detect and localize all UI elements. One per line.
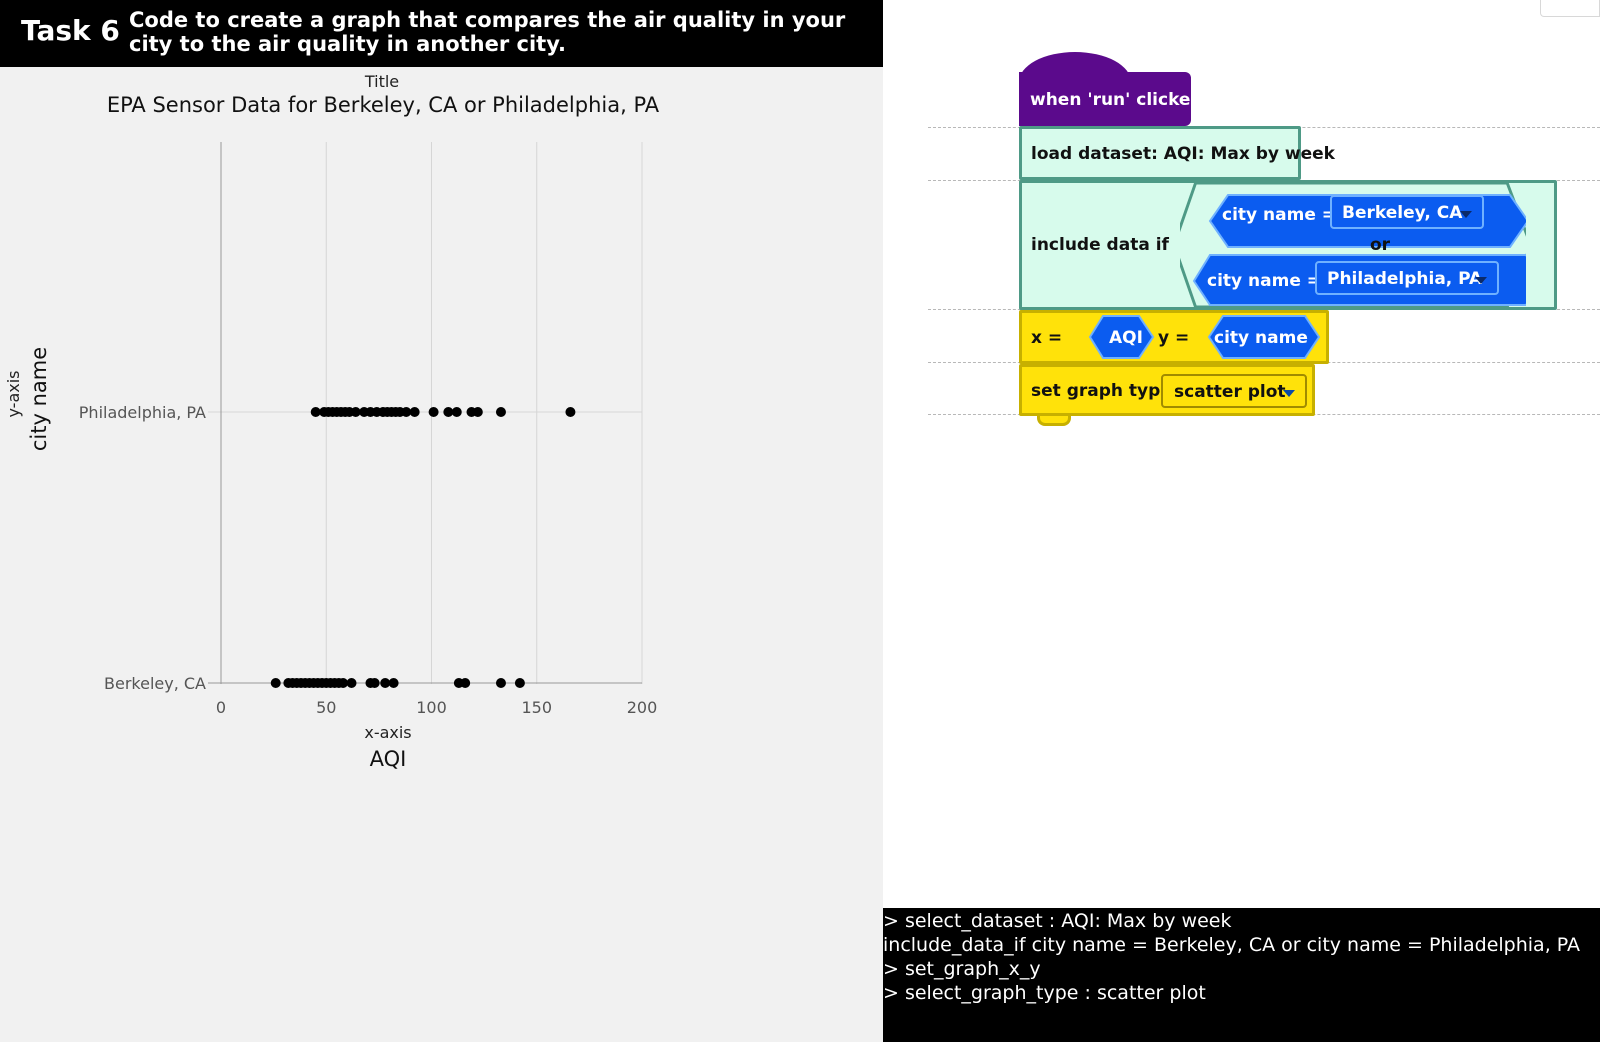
- x-tick-label: 50: [316, 698, 336, 717]
- graph-type-value: scatter plot: [1174, 382, 1286, 402]
- block-workspace[interactable]: when 'run' clicked load dataset: AQI: Ma…: [883, 0, 1600, 908]
- data-point: [380, 678, 391, 688]
- x-tick-label: 150: [521, 698, 552, 717]
- chart-title: EPA Sensor Data for Berkeley, CA or Phil…: [107, 93, 660, 117]
- chart-title-caption: Title: [364, 72, 399, 91]
- task-description: Code to create a graph that compares the…: [129, 8, 846, 56]
- condition-2-value-dropdown[interactable]: Philadelphia, PA: [1315, 261, 1499, 295]
- x-axis-caption: x-axis: [364, 723, 411, 742]
- when-run-clicked-label: when 'run' clicked: [1030, 90, 1203, 110]
- console-output: > select_dataset : AQI: Max by week incl…: [883, 908, 1600, 1042]
- x-axis-title: AQI: [370, 747, 407, 771]
- data-point: [270, 678, 281, 688]
- scatter-chart: Title EPA Sensor Data for Berkeley, CA o…: [4, 72, 660, 771]
- x-equals-label: x =: [1031, 328, 1063, 348]
- block-connector-tab: [1037, 416, 1071, 426]
- set-graph-type-block[interactable]: set graph type scatter plot: [1019, 364, 1315, 416]
- chart-gridlines: [208, 142, 643, 684]
- task-number: Task 6: [21, 14, 120, 47]
- chart-points: [270, 407, 576, 688]
- chevron-down-icon: [1460, 211, 1472, 218]
- or-condition-block[interactable]: city name = Berkeley, CA or city name = …: [1180, 183, 1526, 307]
- load-dataset-block[interactable]: load dataset: AQI: Max by week: [1019, 126, 1335, 180]
- data-point: [514, 678, 525, 688]
- condition-2-value: Philadelphia, PA: [1327, 269, 1483, 289]
- include-data-if-block[interactable]: include data if city name = Berkeley, CA…: [1019, 180, 1557, 310]
- load-dataset-label: load dataset: AQI: Max by week: [1031, 144, 1335, 164]
- chevron-down-icon: [1475, 277, 1487, 284]
- or-label: or: [1370, 235, 1391, 255]
- data-point: [495, 678, 506, 688]
- x-tick-labels: 0 50 100 150 200: [216, 698, 657, 717]
- graph-panel: Task 6 Code to create a graph that compa…: [0, 0, 883, 1042]
- y-axis-caption: y-axis: [4, 370, 23, 417]
- data-point: [350, 407, 361, 417]
- data-point: [443, 407, 454, 417]
- data-point: [451, 407, 462, 417]
- data-point: [346, 678, 357, 688]
- data-point: [310, 407, 321, 417]
- condition-1-value: Berkeley, CA: [1342, 203, 1463, 223]
- data-point: [338, 678, 349, 688]
- x-tick-label: 200: [627, 698, 658, 717]
- y-equals-label: y =: [1158, 328, 1190, 348]
- y-tick-label: Philadelphia, PA: [79, 403, 206, 422]
- task-header: Task 6 Code to create a graph that compa…: [0, 0, 883, 67]
- data-point: [472, 407, 483, 417]
- workspace-corner-control[interactable]: [1540, 0, 1600, 17]
- console-line: > select_dataset : AQI: Max by week: [883, 910, 1232, 932]
- data-point: [409, 407, 420, 417]
- data-point: [565, 407, 576, 417]
- data-point: [388, 678, 399, 688]
- x-value-aqi[interactable]: AQI: [1109, 328, 1143, 348]
- console-line: > set_graph_x_y: [883, 958, 1041, 980]
- y-axis-title: city name: [27, 347, 51, 451]
- set-x-y-block[interactable]: x = AQI y = city name: [1019, 310, 1329, 364]
- data-point: [495, 407, 506, 417]
- when-run-clicked-block[interactable]: when 'run' clicked: [1019, 52, 1203, 126]
- y-value-city-name[interactable]: city name: [1214, 328, 1308, 348]
- condition-2-field: city name =: [1207, 271, 1322, 291]
- chevron-down-icon: [1283, 390, 1295, 397]
- hat-block-body: [1019, 72, 1191, 126]
- y-tick-labels: Philadelphia, PA Berkeley, CA: [79, 403, 206, 693]
- x-y-slot-shapes: [1088, 315, 1321, 359]
- include-data-if-label: include data if: [1031, 235, 1169, 255]
- x-tick-label: 0: [216, 698, 226, 717]
- condition-1-field: city name =: [1222, 205, 1337, 225]
- data-point: [401, 407, 412, 417]
- x-tick-label: 100: [416, 698, 447, 717]
- y-tick-label: Berkeley, CA: [104, 674, 206, 693]
- console-line: include_data_if city name = Berkeley, CA…: [883, 934, 1581, 956]
- data-point: [460, 678, 471, 688]
- data-point: [428, 407, 439, 417]
- console-line: > select_graph_type : scatter plot: [883, 982, 1206, 1004]
- data-point: [369, 678, 380, 688]
- condition-1-value-dropdown[interactable]: Berkeley, CA: [1330, 195, 1484, 229]
- graph-type-dropdown[interactable]: scatter plot: [1161, 374, 1307, 408]
- set-graph-type-label: set graph type: [1031, 381, 1172, 401]
